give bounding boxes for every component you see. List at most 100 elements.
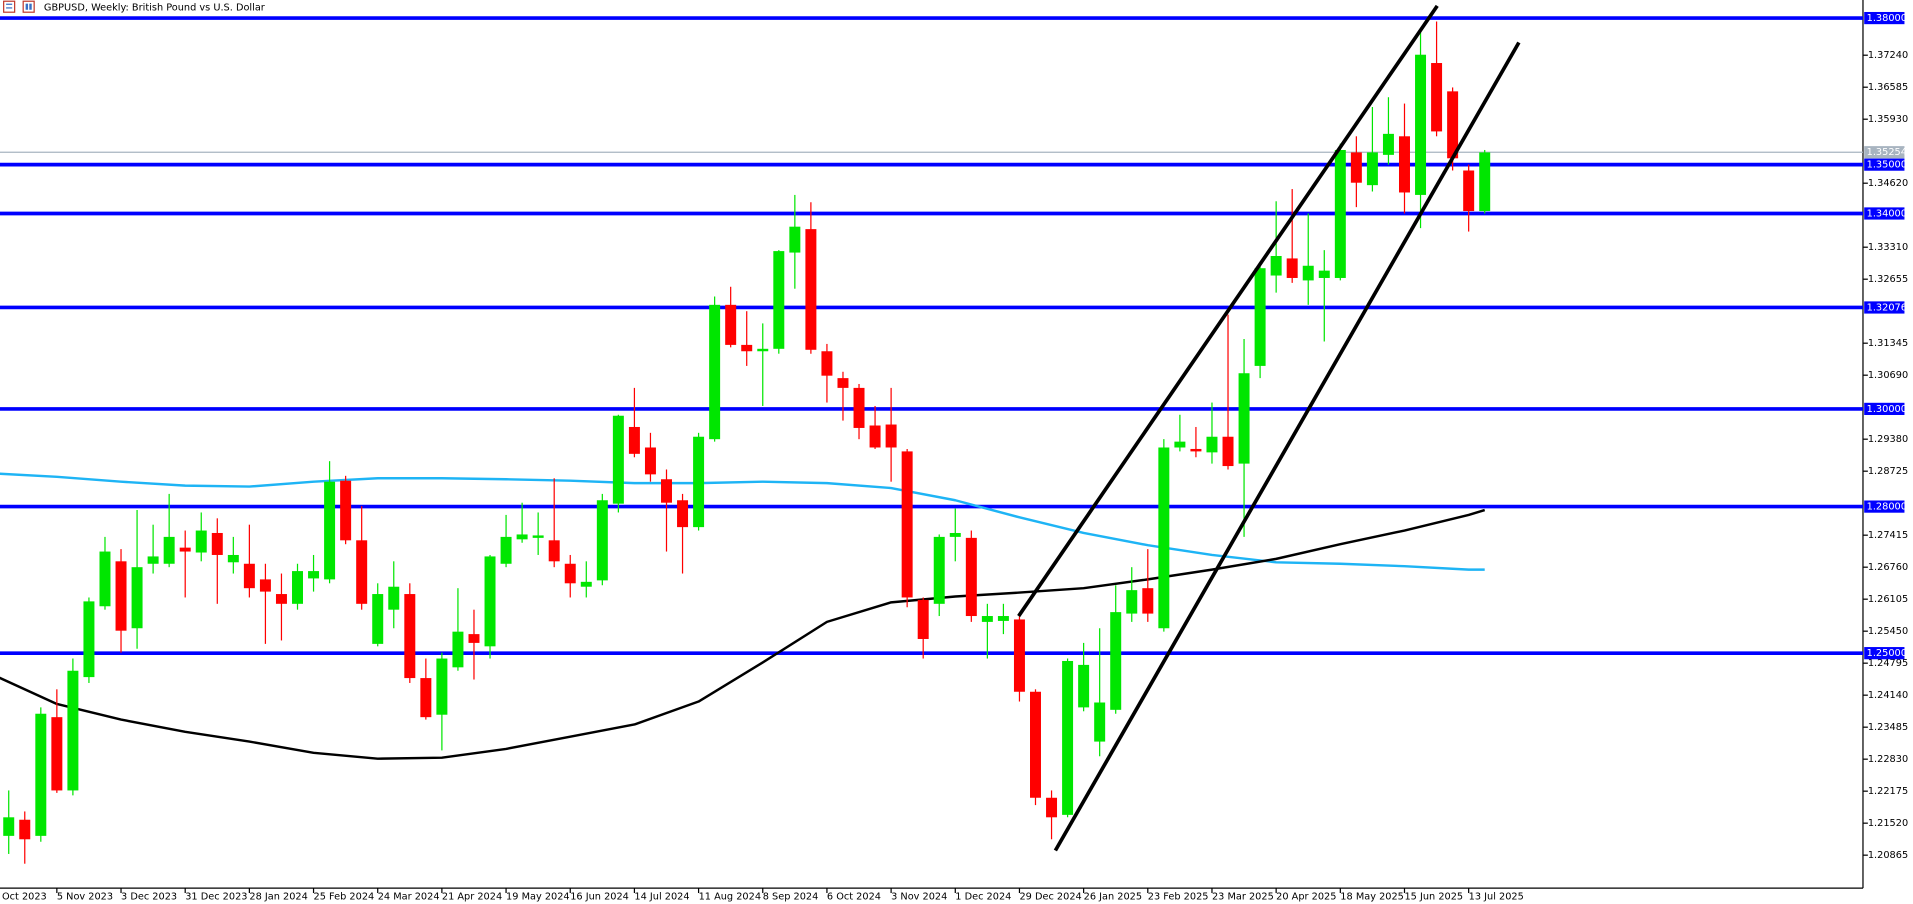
candle-body	[83, 601, 95, 678]
icon	[22, 0, 35, 13]
level-label-box	[1864, 647, 1905, 660]
x-tick-label: 6 Oct 2024	[827, 892, 881, 903]
candle-body	[997, 616, 1009, 621]
candle-body	[324, 481, 336, 580]
x-tick-label: 31 Dec 2023	[185, 892, 247, 903]
candle-body	[99, 551, 111, 607]
x-tick-label: 5 Nov 2023	[57, 892, 113, 903]
candle-body	[1013, 619, 1025, 692]
icon	[29, 3, 32, 10]
x-tick-label: 23 Mar 2025	[1212, 892, 1274, 903]
candle-body	[1206, 436, 1218, 453]
candle-body	[1318, 270, 1330, 278]
candle-body	[1078, 664, 1090, 708]
candle-body	[115, 561, 127, 631]
y-tick-label: 1.21520	[1868, 818, 1908, 829]
icon	[3, 0, 16, 13]
candle-body	[420, 678, 432, 718]
candle-body	[1158, 447, 1170, 629]
x-tick-label: 26 Jan 2025	[1084, 892, 1142, 903]
y-tick-label: 1.30690	[1868, 370, 1908, 381]
x-tick-label: 20 Apr 2025	[1276, 892, 1336, 903]
level-label-box	[1864, 207, 1905, 220]
candle-body	[452, 631, 464, 668]
candle-body	[1094, 702, 1106, 742]
candle-body	[741, 344, 753, 352]
candle-body	[548, 540, 560, 562]
y-tick-label: 1.26760	[1868, 562, 1908, 573]
candle-body	[1350, 152, 1362, 183]
level-label: 1.35000	[1867, 160, 1907, 171]
candle-body	[773, 251, 785, 349]
candle-body	[1479, 152, 1491, 212]
candle-body	[933, 536, 945, 604]
candle-body	[612, 415, 624, 504]
candle-body	[869, 425, 881, 448]
trendline	[1053, 41, 1521, 852]
y-tick-label: 1.20865	[1868, 850, 1908, 861]
candle-body	[1126, 590, 1138, 614]
candle-body	[1254, 268, 1266, 366]
candle-body	[1190, 448, 1202, 452]
candle-body	[661, 479, 672, 503]
candle-body	[35, 713, 47, 836]
level-label-box	[1864, 402, 1905, 415]
x-tick-label: 23 Feb 2025	[1148, 892, 1209, 903]
candle-body	[1270, 255, 1282, 276]
candle-body	[1463, 170, 1475, 212]
candle-body	[131, 567, 143, 629]
candle-body	[1366, 152, 1378, 186]
candle-body	[981, 616, 993, 622]
candle-body	[1431, 63, 1443, 132]
x-tick-label: 24 Mar 2024	[378, 892, 440, 903]
current-price-label: 1.35254	[1867, 147, 1907, 158]
candle-body	[564, 563, 576, 584]
candle-body	[356, 540, 368, 604]
candle-body	[757, 348, 769, 352]
candle-body	[163, 536, 175, 564]
candle-body	[1142, 588, 1154, 614]
level-label: 1.25000	[1867, 648, 1907, 659]
candle-body	[436, 658, 448, 715]
candle-body	[388, 586, 400, 610]
candle-body	[709, 304, 721, 440]
candle-body	[500, 536, 512, 564]
y-tick-label: 1.36585	[1868, 82, 1908, 93]
candle-body	[1238, 373, 1250, 464]
x-tick-label: 8 Sep 2024	[763, 892, 819, 903]
y-tick-label: 1.25450	[1868, 626, 1908, 637]
x-tick-label: 11 Aug 2024	[699, 892, 761, 903]
level-label: 1.28000	[1867, 502, 1907, 513]
y-tick-label: 1.34620	[1868, 178, 1908, 189]
candle-body	[147, 556, 159, 564]
candle-body	[243, 563, 255, 589]
icon	[25, 3, 29, 10]
y-tick-label: 1.23485	[1868, 722, 1908, 733]
level-label-box	[1864, 158, 1905, 171]
candle-body	[725, 304, 737, 345]
symbol-icons	[3, 0, 35, 13]
y-tick-label: 1.33310	[1868, 242, 1908, 253]
candle-body	[372, 594, 384, 644]
y-tick-label: 1.22175	[1868, 786, 1908, 797]
candle-body	[885, 424, 897, 448]
moving-average	[0, 472, 1485, 571]
candle-body	[516, 534, 528, 540]
level-label-box	[1864, 301, 1905, 314]
candle-body	[227, 554, 239, 563]
x-tick-label: 15 Jun 2025	[1404, 892, 1463, 903]
candle-body	[965, 537, 977, 617]
x-tick-label: 1 Dec 2024	[955, 892, 1011, 903]
candle-body	[340, 480, 352, 541]
trendline	[1017, 4, 1439, 618]
candle-body	[484, 556, 496, 647]
candle-body	[259, 579, 271, 592]
candle-body	[308, 571, 320, 579]
current-price-box	[1864, 146, 1905, 159]
x-tick-label: 29 Dec 2024	[1019, 892, 1081, 903]
candle-body	[917, 599, 929, 639]
x-tick-label: 3 Nov 2024	[891, 892, 947, 903]
candle-body	[1286, 258, 1298, 278]
x-tick-label: 28 Jan 2024	[249, 892, 307, 903]
